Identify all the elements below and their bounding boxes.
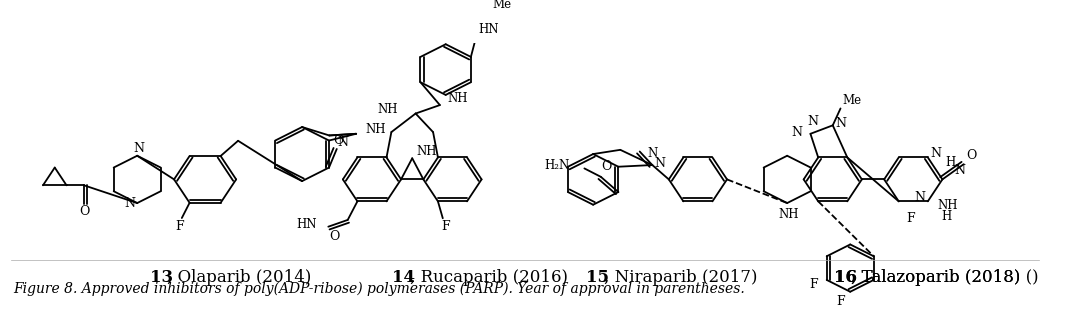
Text: N: N (915, 191, 926, 204)
Text: N: N (337, 136, 348, 149)
Text: N: N (807, 115, 818, 128)
Text: N: N (134, 143, 145, 156)
Text: F: F (809, 278, 818, 291)
Text: NH: NH (417, 145, 437, 158)
Text: HN: HN (296, 218, 316, 231)
Text: H₂N: H₂N (544, 158, 570, 171)
Text: Figure 8. Approved inhibitors of poly(ADP-ribose) polymerases (PARP). Year of ap: Figure 8. Approved inhibitors of poly(AD… (13, 282, 745, 296)
Text: , Talazoparib (2018) (): , Talazoparib (2018) () (851, 269, 1039, 286)
Text: N: N (654, 157, 665, 170)
Text: NH: NH (937, 199, 958, 212)
Text: 14: 14 (392, 269, 416, 286)
Text: , Niraparib (2017): , Niraparib (2017) (604, 269, 757, 286)
Text: F: F (176, 220, 185, 233)
Text: HN: HN (478, 23, 499, 36)
Text: NH: NH (447, 92, 468, 105)
Text: H: H (942, 210, 951, 223)
Text: 15: 15 (586, 269, 609, 286)
Text: N: N (792, 126, 802, 139)
Text: 13: 13 (150, 269, 173, 286)
Text: O: O (967, 149, 976, 162)
Text: N: N (124, 197, 135, 210)
Text: 16: 16 (834, 269, 856, 286)
Text: NH: NH (366, 123, 387, 136)
Text: N: N (835, 117, 846, 130)
Text: O: O (602, 160, 612, 173)
Text: N: N (647, 147, 658, 160)
Text: H: H (945, 156, 956, 169)
Text: F: F (442, 220, 450, 233)
Text: F: F (836, 295, 845, 308)
Text: F: F (906, 212, 915, 225)
Text: Me: Me (842, 94, 862, 107)
Text: N: N (955, 164, 966, 177)
Text: , Rucaparib (2016): , Rucaparib (2016) (409, 269, 568, 286)
Text: NH: NH (378, 103, 399, 116)
Text: Me: Me (492, 0, 511, 11)
Text: 16: 16 (834, 269, 856, 286)
Text: O: O (79, 205, 90, 218)
Text: NH: NH (779, 208, 799, 221)
Text: N: N (930, 147, 941, 160)
Text: , Talazoparib (2018): , Talazoparib (2018) (851, 269, 1021, 286)
Text: O: O (329, 230, 339, 243)
Text: O: O (334, 134, 343, 147)
Text: , Olaparib (2014): , Olaparib (2014) (167, 269, 312, 286)
